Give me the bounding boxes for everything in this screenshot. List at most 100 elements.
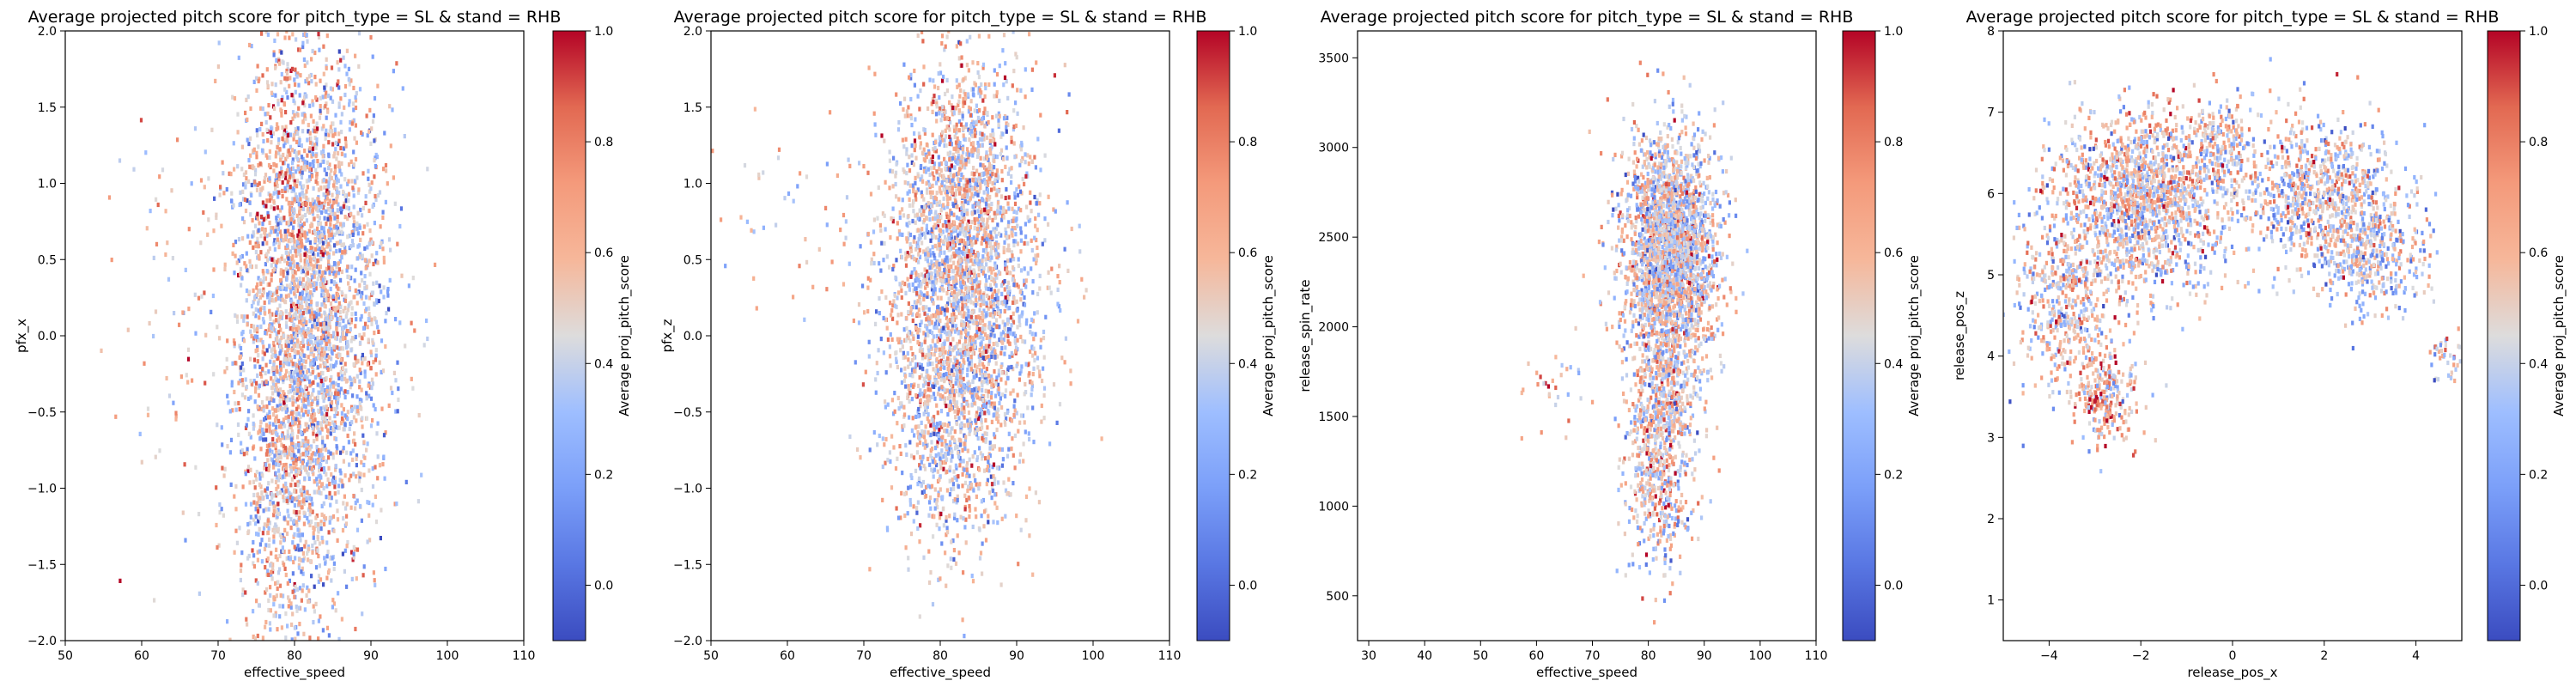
heatmap-cell — [186, 347, 191, 352]
heatmap-cell — [335, 240, 338, 246]
y-tick-label: −2.0 — [27, 635, 57, 648]
heatmap-cell — [322, 501, 325, 506]
heatmap-cell — [187, 227, 191, 232]
heatmap-cell — [332, 224, 336, 229]
heatmap-cell — [312, 151, 315, 157]
heatmap-cell — [242, 368, 246, 373]
heatmap-cell — [305, 495, 308, 501]
heatmap-cell — [336, 177, 339, 182]
heatmap-cell — [301, 129, 305, 134]
heatmap-cell — [380, 369, 383, 374]
heatmap-cell — [278, 614, 282, 619]
heatmap-cell — [285, 221, 289, 226]
heatmap-cell — [242, 220, 246, 225]
heatmap-cell — [944, 220, 947, 225]
heatmap-cell — [279, 310, 283, 315]
heatmap-cell — [276, 205, 279, 210]
heatmap-cell — [361, 205, 365, 210]
heatmap-cell — [320, 150, 324, 156]
heatmap-cells — [100, 31, 437, 641]
heatmap-cell — [340, 410, 343, 416]
heatmap-cell — [284, 415, 288, 421]
heatmap-cell — [276, 227, 281, 232]
heatmap-cell — [295, 240, 300, 245]
heatmap-cell — [298, 605, 301, 611]
heatmap-cell — [372, 360, 375, 365]
heatmap-cell — [1030, 344, 1034, 350]
heatmap-cell — [311, 198, 314, 203]
heatmap-cell — [933, 325, 936, 330]
heatmap-cell — [918, 348, 921, 353]
heatmap-cell — [292, 207, 296, 212]
heatmap-cell — [301, 588, 304, 593]
heatmap-cell — [304, 467, 307, 472]
heatmap-cell — [305, 218, 308, 223]
heatmap-cell — [313, 129, 317, 134]
heatmap-cell — [1044, 314, 1048, 319]
heatmap-cell — [337, 292, 340, 297]
heatmap-cell — [926, 442, 929, 447]
heatmap-cell — [1006, 331, 1010, 336]
heatmap-cell — [325, 188, 329, 193]
heatmap-cell — [313, 584, 316, 589]
heatmap-cell — [925, 374, 928, 380]
heatmap-cell — [319, 276, 323, 281]
heatmap-cell — [311, 141, 314, 146]
heatmap-cell — [335, 199, 338, 204]
heatmap-cell — [301, 571, 305, 576]
heatmap-cell — [332, 561, 336, 566]
heatmap-cell — [279, 393, 283, 399]
heatmap-cell — [330, 406, 333, 411]
heatmap-cell — [263, 465, 266, 471]
heatmap-cell — [1000, 217, 1004, 222]
heatmap-cell — [340, 172, 343, 177]
heatmap-cell — [344, 143, 348, 149]
heatmap-cell — [270, 90, 274, 95]
heatmap-cell — [309, 303, 313, 309]
heatmap-cell — [296, 338, 300, 344]
heatmap-cell — [934, 180, 939, 185]
heatmap-cell — [361, 277, 364, 283]
heatmap-cell — [404, 479, 408, 484]
heatmap-cell — [268, 232, 271, 237]
heatmap-cell — [299, 307, 302, 313]
heatmap-cell — [309, 339, 313, 344]
heatmap-cell — [289, 264, 292, 271]
heatmap-cell — [301, 438, 305, 444]
heatmap-cell — [290, 237, 294, 242]
heatmap-cell — [297, 248, 301, 253]
heatmap-cell — [331, 133, 335, 138]
heatmap-cell — [303, 103, 307, 108]
heatmap-cell — [258, 498, 262, 504]
heatmap-cell — [314, 337, 318, 342]
heatmap-cell — [371, 337, 374, 343]
heatmap-cell — [290, 245, 295, 251]
heatmap-cell — [316, 489, 319, 495]
heatmap-cell — [905, 222, 908, 227]
heatmap-cell — [271, 379, 275, 384]
heatmap-cell — [1005, 247, 1009, 252]
heatmap-cell — [307, 303, 311, 308]
heatmap-cell — [262, 526, 266, 531]
heatmap-cell — [884, 404, 887, 410]
heatmap-cell — [300, 492, 303, 497]
heatmap-cell — [317, 574, 321, 579]
heatmap-cell — [335, 225, 338, 230]
heatmap-cell — [317, 636, 320, 641]
heatmap-cell — [276, 295, 280, 301]
heatmap-cell — [404, 344, 407, 349]
heatmap-cell — [370, 377, 374, 382]
heatmap-cell — [277, 190, 281, 195]
heatmap-cell — [289, 76, 292, 81]
heatmap-cell — [269, 627, 272, 632]
heatmap-cell — [210, 127, 214, 132]
heatmap-cell — [900, 339, 903, 345]
heatmap-cell — [354, 105, 358, 111]
heatmap-cell — [227, 400, 230, 405]
heatmap-cell — [325, 353, 329, 358]
heatmap-cell — [272, 199, 276, 204]
heatmap-cell — [268, 415, 271, 420]
heatmap-cell — [314, 264, 318, 269]
heatmap-cell — [973, 185, 976, 191]
heatmap-cell — [254, 514, 258, 520]
